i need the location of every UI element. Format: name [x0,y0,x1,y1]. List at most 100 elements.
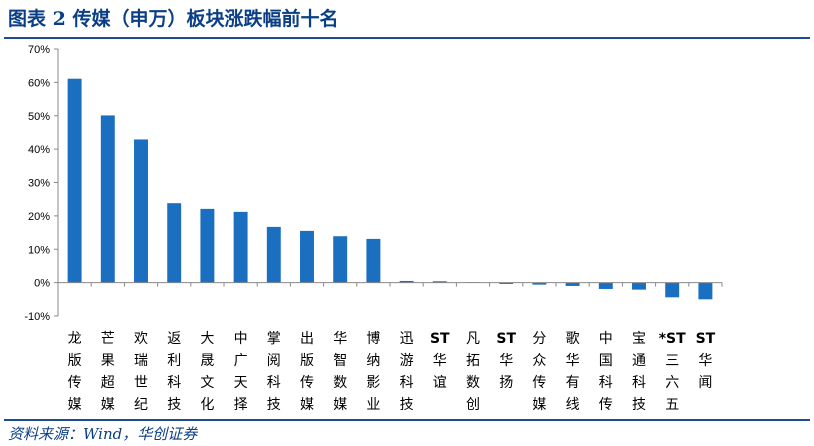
category-label-line: 媒 [532,397,546,413]
bar [233,211,248,283]
category-label-line: 众 [532,353,546,369]
title-rule [4,37,810,39]
y-axis: -10% 0% 10% 20% 30% 40% 50% 60% 70% [24,44,59,323]
y-tick-label: 50% [28,111,50,123]
category-label-line: *ST [659,331,686,347]
category-label-line: 纳 [366,353,380,369]
bar [300,230,314,283]
bar [532,282,547,285]
bar [565,282,580,286]
category-label-line: 返 [167,331,181,347]
category-label-line: 欢 [134,331,148,347]
category-label-line: 分 [532,331,546,347]
category-label-line: 科 [599,375,613,391]
category-label-line: 扬 [499,375,513,391]
category-label-line: 歌 [566,331,580,347]
category-label-line: 传 [68,375,82,391]
bar [200,208,215,283]
bar [665,282,680,298]
category-label-line: 版 [68,353,82,369]
bar [499,282,514,284]
y-tick-label: 0% [34,278,50,290]
category-label-line: 纪 [134,397,148,413]
category-label-line: 龙 [68,331,82,347]
category-label-line: 五 [665,397,679,413]
category-label-line: 影 [366,375,380,391]
category-label-line: 技 [632,397,646,413]
figure-title: 图表 2 传媒（申万）板块涨跌幅前十名 [8,8,339,30]
category-label-line: 华 [333,331,347,347]
category-label-line: 数 [333,375,347,391]
bar [632,282,646,290]
category-label-line: 华 [433,353,447,369]
y-tick-label: -10% [24,311,50,323]
bar [67,78,82,283]
category-label-line: 博 [366,330,380,347]
category-label-line: 媒 [333,397,347,413]
category-label-line: 技 [400,397,414,413]
bar [167,203,182,283]
bar [399,280,414,283]
category-label-line: 版 [300,353,314,369]
category-label-line: 果 [101,353,115,369]
category-label-line: 技 [167,397,181,413]
category-label-line: 芒 [101,331,115,347]
category-label-line: 有 [566,375,580,391]
category-label-line: ST [430,331,450,347]
category-label: ST 华扬 [496,331,516,391]
category-label-line: 媒 [101,397,115,413]
category-label-line: 拓 [466,353,480,369]
category-label-line: 智 [333,353,347,369]
category-label-line: 迅 [400,331,414,347]
category-label-line: 创 [466,397,480,413]
category-label: ST 华闻 [696,331,716,391]
y-tick-label: 40% [28,144,50,156]
x-axis [57,282,723,287]
category-label-line: 中 [234,331,248,347]
bar [100,115,115,283]
category-label-line: 大 [200,331,214,347]
bar [598,282,613,289]
category-label-line: 闻 [698,375,712,391]
y-tick-label: 30% [28,178,50,190]
bar [366,238,381,283]
bar [333,236,348,283]
category-label-line: 科 [632,375,646,391]
category-label-line: 出 [300,331,314,347]
category-label-line: 三 [665,353,679,369]
category-label-line: 科 [167,375,181,391]
category-label-line: 化 [200,397,214,413]
category-label-line: 华 [566,353,580,369]
source-note: 资料来源：Wind，华创证券 [8,425,198,443]
category-label-line: 阅 [267,353,281,369]
category-label-line: 文 [200,375,214,391]
category-label-line: 媒 [300,397,314,413]
category-label-line: 媒 [68,397,82,413]
category-label-line: 数 [466,375,480,391]
category-label-line: 谊 [433,375,447,391]
category-label-line: 华 [698,353,712,369]
y-tick-label: 70% [28,44,50,56]
category-label-line: 技 [267,397,281,413]
category-label-line: 天 [234,375,248,391]
y-tick-label: 60% [28,77,50,89]
bar [134,139,148,283]
category-label-line: 中 [599,331,613,347]
category-label-line: 游 [400,353,414,369]
category-label-line: 科 [267,375,281,391]
y-tick-label: 20% [28,211,50,223]
category-label-line: 科 [400,375,414,391]
